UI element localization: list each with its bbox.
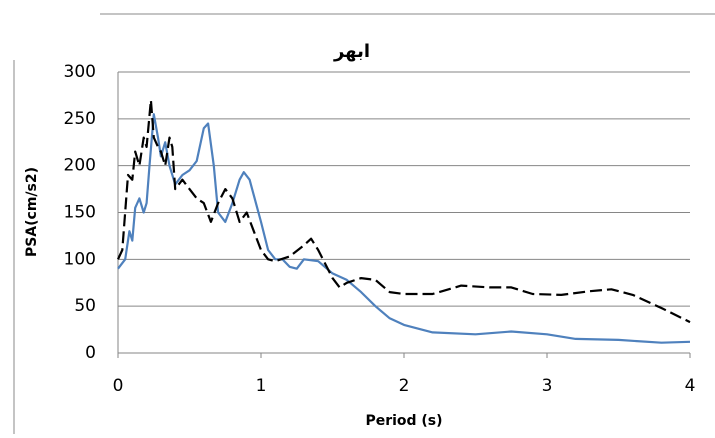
y-axis-label: PSA(cm/s2) xyxy=(24,167,40,257)
series-line xyxy=(117,98,691,324)
y-tick-label: 250 xyxy=(64,109,96,129)
y-tick-label: 150 xyxy=(64,203,96,223)
x-tick-label: 1 xyxy=(256,376,267,396)
x-tick-label: 3 xyxy=(542,376,553,396)
x-tick-label: 0 xyxy=(113,376,124,396)
x-tick-label: 2 xyxy=(399,376,410,396)
y-tick-label: 100 xyxy=(64,249,96,269)
y-tick-label: 0 xyxy=(85,343,96,363)
chart-title: ابهر xyxy=(333,41,370,62)
y-tick-label: 300 xyxy=(64,62,96,82)
x-tick-label: 4 xyxy=(685,376,696,396)
x-axis-label: Period (s) xyxy=(365,413,442,429)
y-tick-label: 50 xyxy=(74,296,96,316)
y-tick-label: 200 xyxy=(64,156,96,176)
series-line xyxy=(117,113,691,344)
